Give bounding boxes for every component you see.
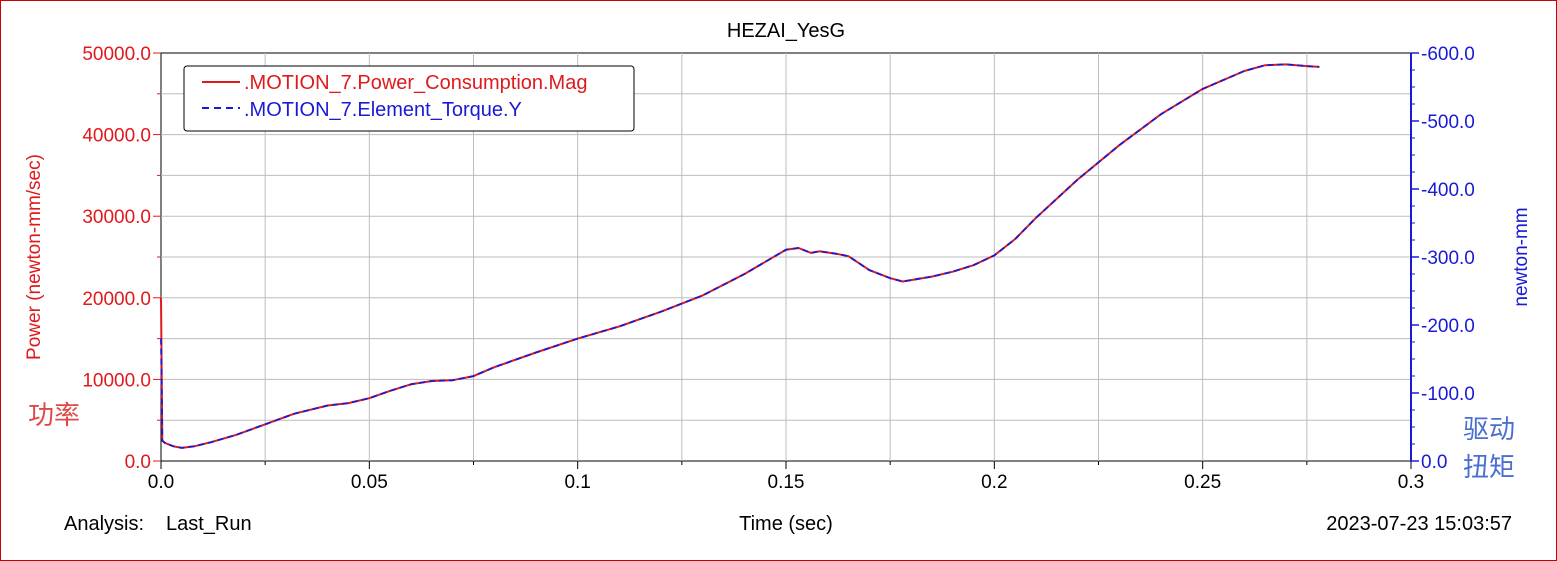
x-tick-label: 0.0 [148,472,174,493]
y2-axis-label: newton-mm [1511,207,1532,306]
series-torque-line [160,63,1320,449]
annotation-torque-cn-line1: 驱动 [1463,415,1515,445]
y-tick-label: 20000.0 [82,289,151,310]
x-tick-label: 0.25 [1184,472,1221,493]
analysis-label: Analysis: [64,513,144,535]
annotation-power-cn: 功率 [28,401,80,431]
x-tick-label: 0.05 [351,472,388,493]
y-tick-label: 50000.0 [82,44,151,65]
y2-tick-label: -200.0 [1421,316,1475,337]
x-axis-label: Time (sec) [739,513,833,535]
y-axis-right: 0.0 -100.0 -200.0 -300.0 -400.0 -500.0 -600.0 [1410,44,1475,473]
y-tick-label: 30000.0 [82,207,151,228]
y-axis-left: 0.0 10000.0 20000.0 30000.0 40000.0 50000.0 [82,44,161,473]
series-group [160,63,1320,449]
y2-tick-label: 0.0 [1421,452,1447,473]
y-tick-label: 40000.0 [82,126,151,147]
x-tick-label: 0.15 [768,472,805,493]
timestamp: 2023-07-23 15:03:57 [1326,513,1512,535]
x-tick-label: 0.3 [1398,472,1424,493]
annotation-torque-cn-line2: 扭矩 [1463,453,1515,483]
y-tick-label: 0.0 [125,452,151,473]
y-axis-label: Power (newton-mm/sec) [24,154,45,360]
x-tick-label: 0.2 [981,472,1007,493]
y2-tick-label: -400.0 [1421,180,1475,201]
x-axis: 0.0 0.05 0.1 0.15 0.2 0.25 0.3 [148,461,1424,493]
y2-tick-label: -300.0 [1421,248,1475,269]
y-tick-label: 10000.0 [82,370,151,391]
legend: .MOTION_7.Power_Consumption.Mag .MOTION_… [183,65,635,132]
legend-box [183,65,635,132]
y2-tick-label: -100.0 [1421,384,1475,405]
legend-label-power: .MOTION_7.Power_Consumption.Mag [244,72,587,94]
analysis-value: Last_Run [166,513,252,535]
chart-title: HEZAI_YesG [727,20,845,42]
y2-tick-label: -600.0 [1421,44,1475,65]
legend-label-torque: .MOTION_7.Element_Torque.Y [244,99,522,121]
x-tick-label: 0.1 [564,472,590,493]
y2-tick-label: -500.0 [1421,112,1475,133]
